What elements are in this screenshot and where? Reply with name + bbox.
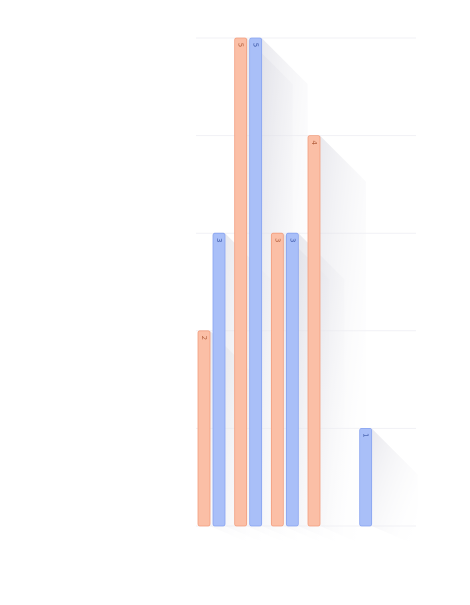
bar-series-0-cat-0 [197,330,211,527]
data-label: 3 [273,238,281,242]
bar-series-1-cat-0 [212,232,226,527]
data-label: 5 [252,43,260,47]
bar-shadow [320,135,366,546]
data-labels: 2 3 5 5 3 3 4 1 [200,43,370,438]
data-label: 4 [310,140,318,145]
data-label: 3 [288,238,296,242]
data-label: 3 [215,238,223,242]
data-label: 2 [200,336,208,340]
bar-series-1-cat-4 [359,427,373,527]
data-label: 5 [237,43,245,47]
bar-series-0-cat-1 [234,37,248,527]
bar-shadow [371,428,418,546]
bar-series-1-cat-2 [285,232,299,527]
bars [197,37,373,527]
bar-series-0-cat-2 [270,232,284,527]
bar-series-0-cat-3 [307,135,321,527]
bar-series-1-cat-1 [249,37,263,527]
data-label: 1 [362,433,370,437]
